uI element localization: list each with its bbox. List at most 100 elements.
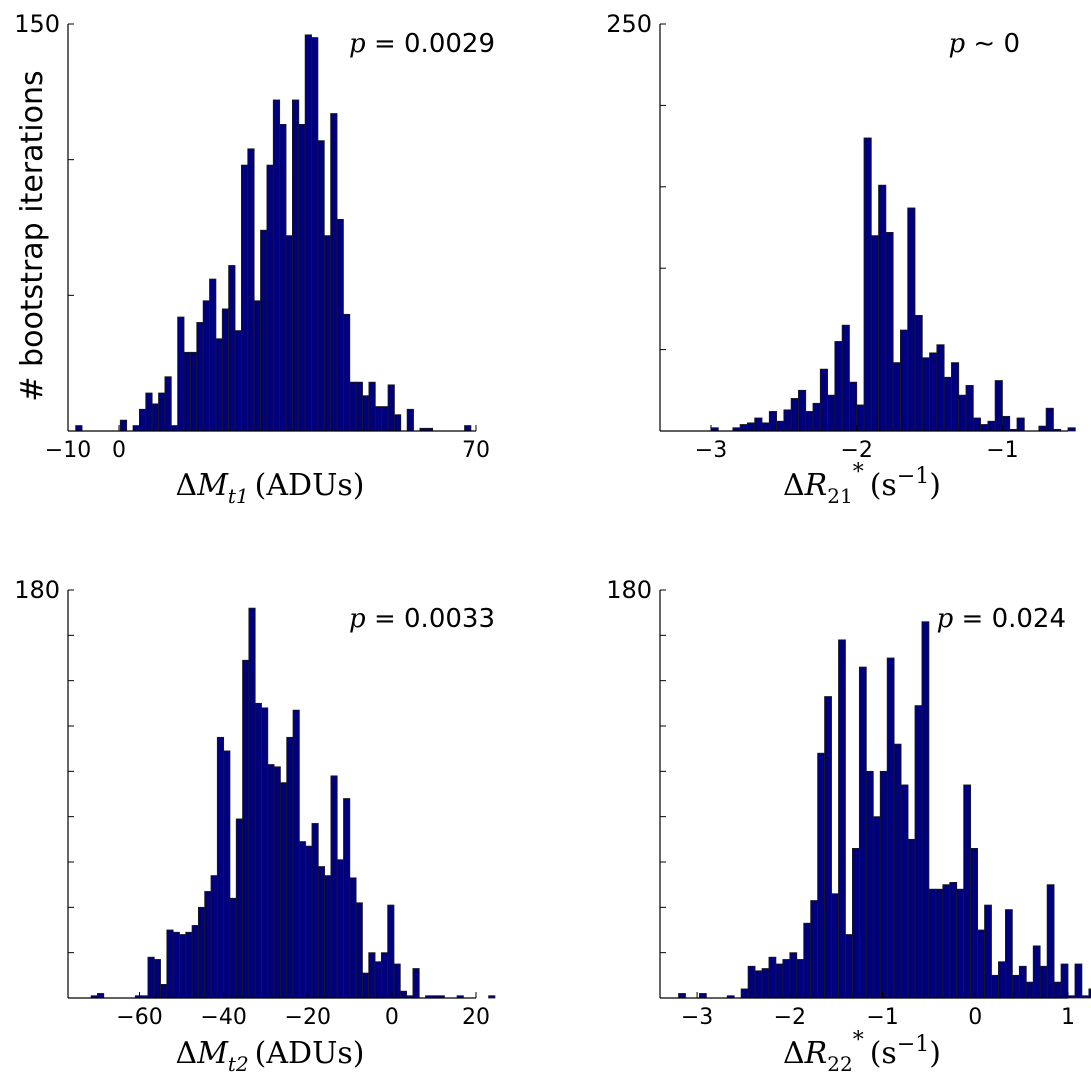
quantity-superscript: *	[853, 460, 864, 485]
x-tick-label: −10	[45, 438, 91, 463]
panel-bottom-left-bars	[90, 607, 496, 999]
histogram-bar	[834, 341, 843, 432]
histogram-bar	[789, 952, 798, 999]
delta-symbol: Δ	[783, 1036, 805, 1071]
panel-bottom-right-yticks	[660, 589, 666, 999]
quantity-symbol: M	[196, 468, 229, 503]
panel-bottom-right-xticks: −3 −2 −1 0 1	[681, 992, 1075, 1030]
histogram-bar	[987, 420, 996, 432]
histogram-bar	[374, 961, 382, 999]
histogram-bar	[942, 884, 951, 999]
histogram-bar	[210, 875, 218, 999]
quantity-symbol: R	[804, 468, 828, 503]
histogram-bar	[1074, 963, 1083, 999]
histogram-bar	[311, 37, 319, 432]
histogram-bar	[204, 891, 212, 999]
panel-bottom-left-yticks	[68, 589, 74, 999]
histogram-bar	[845, 934, 853, 999]
histogram-bar	[928, 888, 937, 999]
histogram-bar	[810, 900, 819, 999]
histogram-bar	[856, 404, 865, 432]
histogram-bar	[216, 736, 225, 999]
histogram-bar	[776, 420, 785, 432]
histogram-bar	[812, 402, 821, 432]
histogram-bar	[209, 278, 217, 432]
histogram-bar	[907, 838, 916, 999]
histogram-bar	[324, 875, 332, 999]
histogram-bar	[819, 368, 828, 432]
histogram-bar	[119, 419, 128, 432]
panel-top-right-x-axis-label: ΔR21* (s−1)	[783, 460, 941, 508]
histogram-bar	[172, 931, 180, 999]
histogram-bar	[747, 422, 756, 432]
histogram-bar	[747, 965, 756, 999]
histogram-bar	[1045, 407, 1054, 432]
quantity-symbol: R	[804, 1036, 828, 1071]
histogram-bar	[907, 207, 916, 432]
unit-close: )	[929, 1036, 941, 1071]
panel-top-right-p-value: p ∼ 0	[948, 29, 1020, 59]
histogram-bar	[1039, 965, 1048, 999]
x-tick-label: −2	[774, 1005, 806, 1030]
histogram-bar	[330, 113, 338, 432]
unit-text: (ADUs)	[255, 468, 365, 503]
histogram-bar	[349, 877, 357, 999]
histogram-bar	[1046, 884, 1055, 999]
histogram-bar	[935, 888, 944, 999]
histogram-bar	[965, 385, 974, 432]
histogram-bar	[783, 409, 792, 432]
panel-top-right-bars	[710, 137, 1076, 432]
histogram-bar	[824, 696, 832, 999]
histogram-bar	[900, 784, 909, 999]
histogram-bar	[191, 925, 199, 999]
histogram-bar	[179, 934, 187, 999]
histogram-bar	[343, 798, 351, 999]
panel-bottom-left: −60 −40 −20 0 20 180 p = 0.0033 ΔMt2 (ADUs)	[14, 576, 496, 1076]
histogram-bar	[158, 392, 166, 432]
histogram-bar	[298, 841, 307, 999]
histogram-bar	[138, 408, 147, 432]
histogram-bar	[349, 381, 357, 432]
histogram-bar	[775, 963, 784, 999]
histogram-bar	[221, 308, 230, 432]
histogram-bar	[254, 702, 262, 999]
p-number: 0.0029	[404, 29, 495, 59]
histogram-bar	[362, 395, 370, 432]
panel-top-right-ylim-label: 250	[606, 10, 652, 38]
histogram-bar	[323, 235, 332, 432]
x-tick-label: 1	[1061, 1005, 1075, 1030]
quantity-symbol: M	[196, 1036, 229, 1071]
p-symbol: p	[349, 29, 366, 59]
histogram-bar	[215, 338, 223, 432]
panel-bottom-right-p-value: p = 0.024	[937, 604, 1066, 634]
histogram-bar	[368, 952, 376, 999]
histogram-bar	[266, 164, 274, 432]
histogram-bar	[1060, 963, 1069, 999]
x-tick-label: −1	[866, 1005, 898, 1030]
histogram-bar	[1025, 981, 1034, 999]
histogram-bar	[1067, 427, 1076, 432]
histogram-bar	[368, 381, 376, 432]
histogram-bar	[863, 137, 872, 432]
histogram-bar	[261, 707, 269, 999]
histogram-bar	[164, 376, 172, 432]
histogram-bar	[240, 164, 249, 432]
histogram-bar	[914, 315, 923, 432]
histogram-bar	[739, 424, 748, 432]
histogram-bar	[1088, 988, 1091, 999]
panel-bottom-left-p-value: p = 0.0033	[349, 604, 495, 634]
p-number: 0.024	[992, 604, 1066, 634]
panel-bottom-right-x-axis-label: ΔR22* (s−1)	[783, 1028, 941, 1076]
histogram-bar	[242, 659, 250, 999]
histogram-bar	[374, 406, 383, 432]
shared-y-axis-label: # bootstrap iterations	[15, 70, 50, 401]
histogram-bar	[305, 845, 313, 999]
histogram-bar	[185, 931, 193, 999]
histogram-bar	[317, 866, 325, 999]
quantity-subscript: 21	[827, 484, 852, 508]
histogram-bar	[342, 313, 351, 432]
histogram-bar	[235, 818, 243, 999]
histogram-bar	[892, 362, 901, 432]
histogram-bar	[951, 362, 960, 432]
p-number: 0	[1003, 29, 1020, 59]
